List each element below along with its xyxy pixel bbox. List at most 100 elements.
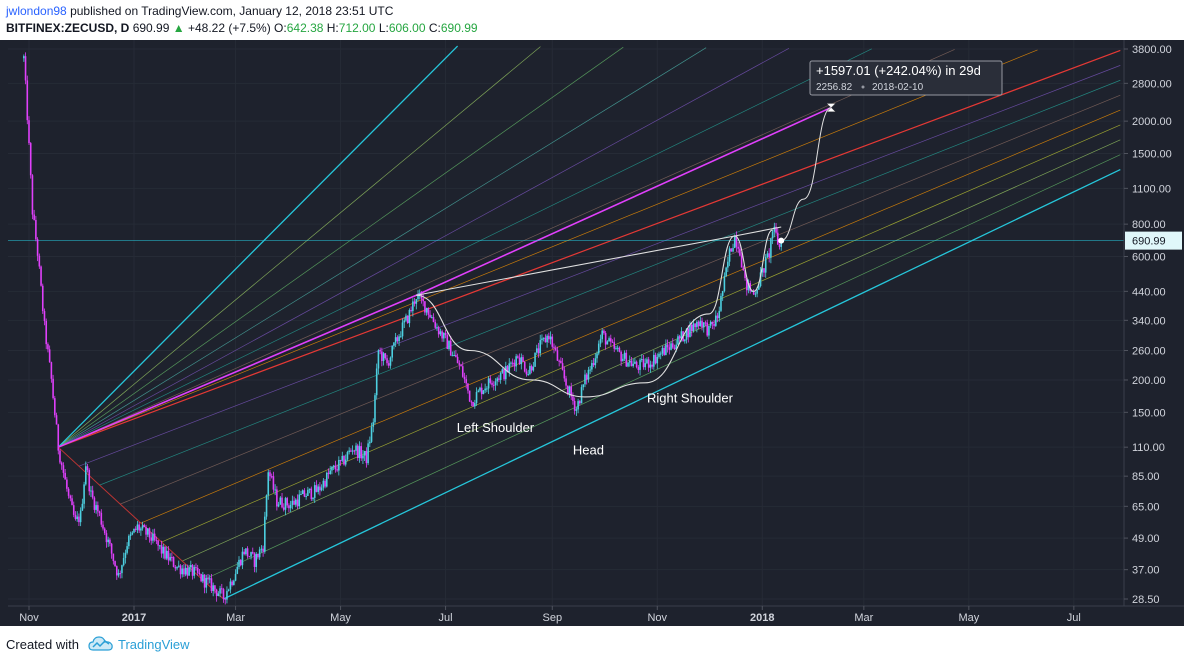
candle-body xyxy=(744,270,746,279)
candle-body xyxy=(100,512,103,525)
time-axis[interactable]: Nov 2017 Mar May Jul Sep Nov 2018 Mar May Jul xyxy=(8,605,1184,624)
candle-body xyxy=(715,315,717,326)
tradingview-brand[interactable]: TradingView xyxy=(118,637,190,652)
candle-body xyxy=(155,539,158,541)
candle-body xyxy=(320,487,323,491)
candle-body xyxy=(389,357,392,366)
candle-body xyxy=(353,450,356,452)
candle-body xyxy=(771,231,774,239)
candle-body xyxy=(513,362,516,367)
candle-body xyxy=(537,348,540,354)
candle-body xyxy=(684,339,686,342)
candle-body xyxy=(181,568,183,575)
candle-body xyxy=(195,567,197,569)
candle-body xyxy=(160,545,163,554)
candle-body xyxy=(119,573,122,575)
candle-body xyxy=(671,343,674,348)
candle-body xyxy=(214,585,216,590)
candle-body xyxy=(499,372,502,380)
candle-body xyxy=(134,528,137,530)
close-value: 690.99 xyxy=(440,21,478,35)
candle-body xyxy=(145,527,147,535)
candle-body xyxy=(105,533,108,543)
candle-body xyxy=(133,528,135,533)
candle-body xyxy=(515,356,517,367)
candle-body xyxy=(646,359,648,364)
candle-body xyxy=(463,376,466,380)
pattern-handle-curve xyxy=(734,229,773,292)
symbol-label[interactable]: BITFINEX:ZECUSD, D xyxy=(6,21,130,35)
price-change: +48.22 (+7.5%) xyxy=(187,21,271,35)
candle-body xyxy=(150,537,153,541)
measure-box xyxy=(809,60,1003,96)
price-tick-label: 1100.00 xyxy=(1132,183,1171,195)
pattern-lines xyxy=(416,107,832,398)
candle-body xyxy=(176,566,178,569)
candle-body xyxy=(768,253,770,258)
candle-body xyxy=(215,589,218,596)
candle-body xyxy=(121,565,123,574)
candle-body xyxy=(474,403,476,407)
candle-body xyxy=(642,359,645,368)
candle-body xyxy=(577,401,579,410)
footer: Created with TradingView xyxy=(0,626,1184,662)
candle-body xyxy=(198,572,201,575)
candle-body xyxy=(520,357,523,365)
price-tick-label: 800.00 xyxy=(1132,219,1166,231)
candle-body xyxy=(110,543,113,554)
candle-body xyxy=(143,525,146,528)
price-tick-label: 440.00 xyxy=(1132,286,1166,298)
candle-body xyxy=(610,338,612,342)
candle-body xyxy=(238,559,240,567)
candle-body xyxy=(615,348,617,350)
candle-body xyxy=(539,340,542,354)
author-link[interactable]: jwlondon98 xyxy=(6,4,67,18)
candle-body xyxy=(632,363,634,367)
candle-body xyxy=(282,507,285,510)
candle-body xyxy=(437,327,440,335)
candle-body xyxy=(579,401,581,404)
candle-body xyxy=(749,283,752,292)
channel-fan-line xyxy=(120,94,1121,505)
candle-body xyxy=(188,567,190,576)
candle-body xyxy=(496,378,498,382)
price-axis[interactable]: 3800.00 2800.00 2000.00 1500.00 1100.00 800.0… xyxy=(1123,40,1184,626)
candle-body xyxy=(177,565,180,567)
candle-body xyxy=(164,546,166,559)
candle-body xyxy=(439,331,442,335)
candle-body xyxy=(668,347,671,350)
candle-body xyxy=(267,472,270,496)
price-axis-background xyxy=(1124,40,1184,626)
candle-body xyxy=(727,261,729,268)
current-price-badge xyxy=(1125,231,1182,250)
candle-body xyxy=(233,580,235,585)
candle-body xyxy=(596,353,598,359)
candle-body xyxy=(208,578,211,580)
measure-separator-icon xyxy=(861,85,865,89)
candle-body xyxy=(599,339,602,344)
candle-body xyxy=(327,472,330,474)
candle-body xyxy=(635,361,638,368)
candle-body xyxy=(487,378,490,389)
candle-body xyxy=(494,381,497,386)
candle-body xyxy=(530,366,533,371)
tradingview-cloud-icon[interactable] xyxy=(88,634,114,654)
target-marker-icon[interactable] xyxy=(826,103,836,112)
candle-body xyxy=(408,310,411,324)
channel-median-line xyxy=(58,49,1121,448)
candle-body xyxy=(95,505,97,510)
candle-body xyxy=(40,266,42,286)
candle-body xyxy=(260,548,263,550)
candle-body xyxy=(384,353,387,359)
candle-body xyxy=(737,246,739,249)
candle-body xyxy=(673,347,676,350)
candle-body xyxy=(341,455,344,461)
chart-header: jwlondon98 published on TradingView.com,… xyxy=(0,0,1184,40)
candle-body xyxy=(644,363,647,368)
candle-body xyxy=(604,333,607,345)
price-chart[interactable]: Left Shoulder Head Right Shoulder +1597.01 … xyxy=(0,40,1184,626)
candle-body xyxy=(701,320,703,328)
candle-body xyxy=(313,485,316,498)
created-with-text: Created with xyxy=(6,637,79,652)
symbol-info: BITFINEX:ZECUSD, D 690.99 ▲ +48.22 (+7.5… xyxy=(6,21,478,35)
